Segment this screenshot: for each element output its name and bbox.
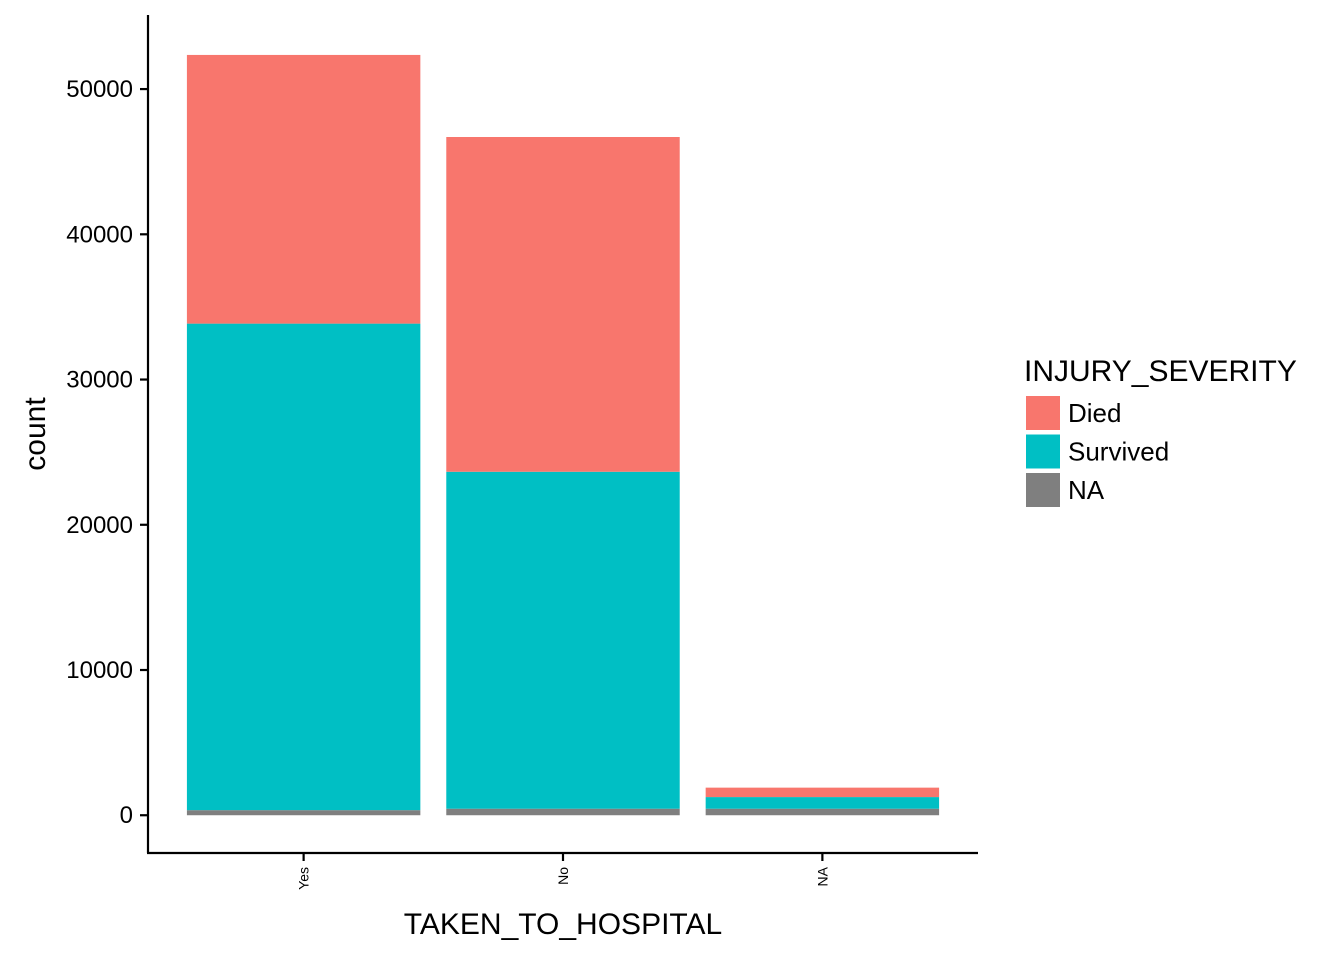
x-axis-title: TAKEN_TO_HOSPITAL <box>404 908 722 941</box>
bar-yes-died <box>186 54 421 324</box>
bar-na-died <box>705 787 940 798</box>
bar-na-na <box>705 808 940 816</box>
bars-layer <box>186 54 940 816</box>
x-tick-label-yes: Yes <box>296 867 312 890</box>
legend-title: INJURY_SEVERITY <box>1024 355 1297 388</box>
y-tick-label: 50000 <box>66 76 133 103</box>
bar-no-na <box>446 808 680 816</box>
bar-yes-na <box>186 810 421 816</box>
legend-swatch-survived <box>1026 434 1060 469</box>
x-tick-label-na: NA <box>814 866 830 886</box>
legend-swatch-na <box>1026 473 1060 507</box>
y-tick-label: 40000 <box>66 221 133 248</box>
legend-label-na: NA <box>1068 475 1105 505</box>
y-tick-label: 30000 <box>66 367 133 394</box>
y-tick-label: 20000 <box>66 512 133 539</box>
bar-yes-survived <box>186 323 421 811</box>
y-axis-title: count <box>19 397 52 471</box>
legend: INJURY_SEVERITY Died Survived NA <box>1024 355 1297 507</box>
legend-label-died: Died <box>1068 398 1121 428</box>
y-tick-label: 0 <box>120 802 133 829</box>
x-tick-label-no: No <box>555 867 571 885</box>
x-ticks: Yes No NA <box>296 853 830 890</box>
y-ticks: 0 10000 20000 30000 40000 50000 <box>66 76 148 829</box>
legend-label-survived: Survived <box>1068 437 1169 467</box>
y-tick-label: 10000 <box>66 657 133 684</box>
legend-swatch-died <box>1026 396 1060 430</box>
bar-no-survived <box>446 471 680 809</box>
bar-na-survived <box>705 797 940 809</box>
bar-no-died <box>446 137 680 472</box>
